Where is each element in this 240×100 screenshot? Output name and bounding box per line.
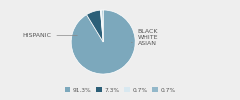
Text: HISPANIC: HISPANIC — [22, 33, 77, 38]
Text: BLACK: BLACK — [132, 29, 158, 36]
Wedge shape — [87, 10, 103, 42]
Wedge shape — [71, 10, 135, 74]
Text: WHITE: WHITE — [131, 35, 158, 43]
Wedge shape — [100, 10, 103, 42]
Text: ASIAN: ASIAN — [132, 41, 157, 47]
Legend: 91.3%, 7.3%, 0.7%, 0.7%: 91.3%, 7.3%, 0.7%, 0.7% — [62, 85, 178, 95]
Wedge shape — [102, 10, 103, 42]
